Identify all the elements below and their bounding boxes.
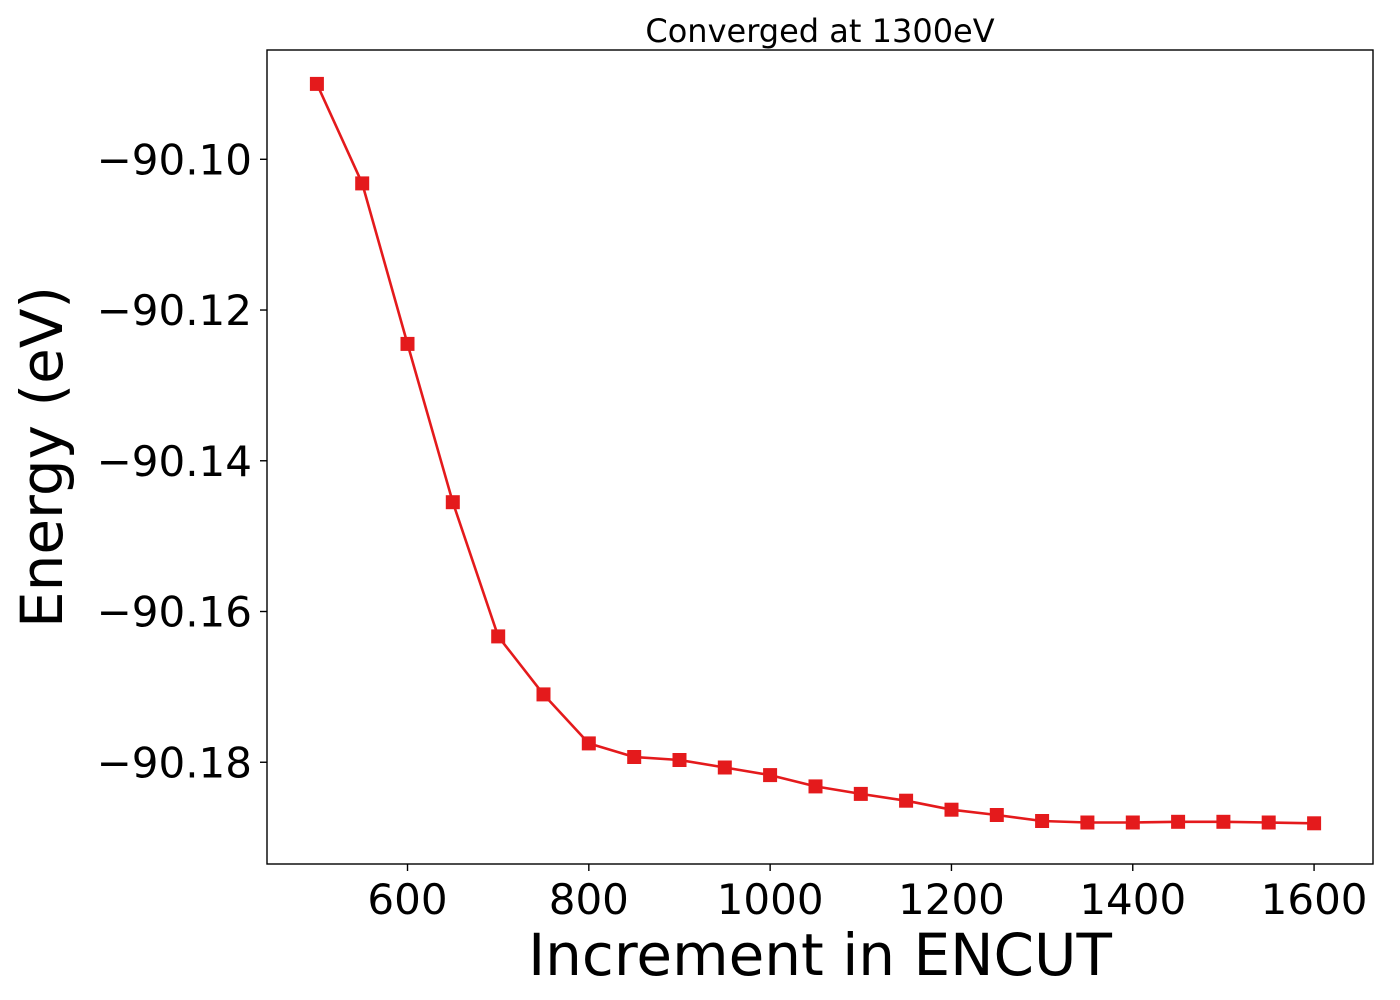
data-point: [899, 793, 914, 808]
y-tick-label: −90.16: [97, 588, 252, 637]
data-point: [853, 786, 868, 801]
data-point: [1125, 815, 1140, 830]
y-axis-label: Energy (eV): [8, 286, 76, 628]
data-point: [581, 736, 596, 751]
data-point: [1080, 815, 1095, 830]
data-point: [672, 753, 687, 767]
plot-frame: [266, 49, 1374, 865]
data-point: [309, 76, 324, 91]
data-point: [491, 629, 506, 644]
y-tick-label: −90.14: [97, 437, 252, 486]
x-tick-label: 1200: [898, 875, 1005, 924]
plot-area: 600 800 1000 1200 1400 1600 −90.10 −90.12 −90.14…: [97, 49, 1374, 924]
data-point: [717, 760, 732, 775]
data-point: [1171, 814, 1186, 829]
data-point: [536, 687, 551, 702]
data-point: [1307, 816, 1322, 831]
x-axis-label: Increment in ENCUT: [528, 921, 1112, 989]
data-point: [445, 495, 460, 510]
series-line: [315, 83, 1315, 825]
x-tick-label: 1400: [1079, 875, 1186, 924]
y-tick-label: −90.10: [97, 135, 252, 184]
y-tick-label: −90.18: [97, 738, 252, 787]
data-point: [1261, 815, 1276, 830]
x-tick-label: 1600: [1261, 875, 1368, 924]
data-point: [808, 779, 823, 794]
data-point: [989, 808, 1004, 822]
x-tick-label: 800: [549, 875, 629, 924]
data-point: [1035, 814, 1050, 828]
x-tick-label: 600: [367, 875, 447, 924]
x-tick-label: 1000: [717, 875, 824, 924]
data-point: [627, 750, 642, 764]
y-tick-label: −90.12: [97, 286, 252, 335]
data-point: [763, 768, 778, 783]
data-point: [1216, 814, 1231, 829]
chart-title: Converged at 1300eV: [645, 12, 994, 50]
data-point: [355, 176, 370, 191]
data-point: [944, 802, 959, 817]
data-point: [400, 336, 415, 351]
